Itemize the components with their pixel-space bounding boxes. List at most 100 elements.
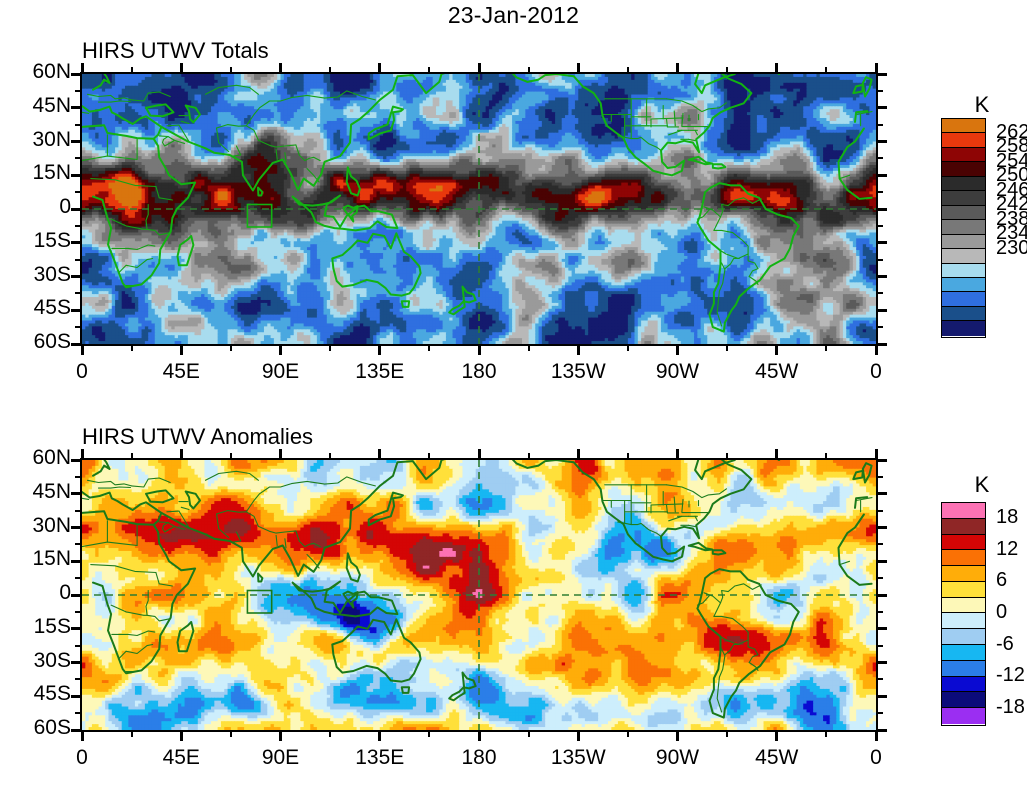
y-tick-minor [75,712,82,715]
x-tick-major [775,730,779,741]
x-axis-label: 90E [236,746,326,770]
x-tick-minor [825,730,828,737]
x-tick-minor-top [130,67,133,74]
colorbar-tick-label: 262 [996,121,1027,144]
x-tick-major-top [676,449,679,460]
y-axis-label: 15N [0,547,71,571]
x-tick-major [775,344,779,355]
y-tick-minor-right [876,224,883,227]
colorbar-band [942,147,985,163]
x-axis-label: 90W [633,360,723,384]
x-axis-label: 90W [633,746,723,770]
x-tick-major [80,344,84,355]
y-tick-minor-right [876,644,883,647]
colorbar-band [942,676,985,693]
colorbar-tick-label: 250 [996,164,1027,187]
colorbar-band [942,534,985,551]
x-tick-minor [428,730,431,737]
x-tick-major [676,344,679,355]
x-tick-major [279,730,282,741]
y-axis-label: 45S [0,682,71,706]
y-tick-major-right [876,593,887,597]
x-tick-minor [329,344,332,351]
y-axis-label: 0 [0,581,71,605]
colorbar-tick-label: 230 [996,237,1027,260]
colorbar-band [942,205,985,221]
y-tick-minor [75,610,82,613]
y-tick-minor-right [876,326,883,329]
colorbar-tick-label: 234 [996,222,1027,245]
colorbar-tick-label: 242 [996,193,1027,216]
y-tick-minor [75,224,82,227]
y-tick-major [71,661,82,664]
x-axis-label: 135E [335,746,425,770]
y-axis-label: 30N [0,514,71,538]
x-tick-minor-top [626,453,629,460]
colorbar-band [942,306,985,322]
x-tick-minor [130,730,133,737]
colorbar-totals [941,118,986,338]
x-axis-label: 45W [732,360,822,384]
y-tick-major-right [876,342,887,346]
x-tick-major [378,730,382,741]
colorbar-band [942,629,985,646]
y-tick-minor [75,191,82,194]
y-tick-minor [75,326,82,329]
colorbar-band [942,176,985,192]
y-tick-minor [75,292,82,295]
colorbar-tick-label: 238 [996,208,1027,231]
x-tick-minor [726,344,729,351]
y-axis-label: 0 [0,195,71,219]
y-tick-major-right [876,526,887,529]
x-tick-major-top [477,63,481,74]
colorbar-band [942,708,985,724]
y-tick-minor-right [876,509,883,512]
map-anomalies [80,458,878,732]
colorbar-tick-label: 258 [996,135,1027,158]
map-totals-canvas [82,74,876,344]
y-tick-minor [75,577,82,580]
x-tick-minor-top [428,453,431,460]
x-tick-major-top [874,449,878,460]
x-axis-label: 45E [136,360,226,384]
x-axis-label: 45E [136,746,226,770]
y-tick-major [71,627,82,631]
y-tick-major-right [876,458,887,462]
colorbar-tick-label: -12 [996,664,1025,687]
colorbar-title-totals: K [952,92,1012,118]
x-tick-minor-top [130,453,133,460]
x-tick-minor [626,730,629,737]
colorbar-band [942,321,985,336]
y-tick-minor-right [876,678,883,681]
y-tick-major [71,275,82,278]
x-tick-major-top [874,63,878,74]
colorbar-title-anomalies: K [952,472,1012,498]
map-totals [80,72,878,346]
x-axis-label: 180 [434,746,524,770]
x-tick-major [179,730,183,741]
x-axis-label: 90E [236,360,326,384]
x-tick-minor-top [527,67,530,74]
x-tick-major [676,730,679,741]
colorbar-band [942,566,985,582]
x-tick-major-top [576,63,580,74]
colorbar-band [942,550,985,567]
colorbar-tick-label: 18 [996,506,1018,529]
x-axis-label: 0 [37,746,127,770]
y-tick-minor [75,543,82,546]
colorbar-band [942,660,985,677]
x-tick-major-top [576,449,580,460]
y-tick-major [71,492,82,496]
y-tick-major-right [876,241,887,245]
y-tick-minor-right [876,123,883,126]
y-axis-label: 15S [0,229,71,253]
x-tick-major-top [279,449,282,460]
colorbar-band [942,220,985,235]
y-axis-label: 15S [0,615,71,639]
x-tick-major-top [676,63,679,74]
y-axis-label: 60N [0,446,71,470]
y-tick-minor [75,644,82,647]
colorbar-band [942,503,985,519]
y-tick-major-right [876,661,887,664]
x-tick-major-top [775,449,779,460]
